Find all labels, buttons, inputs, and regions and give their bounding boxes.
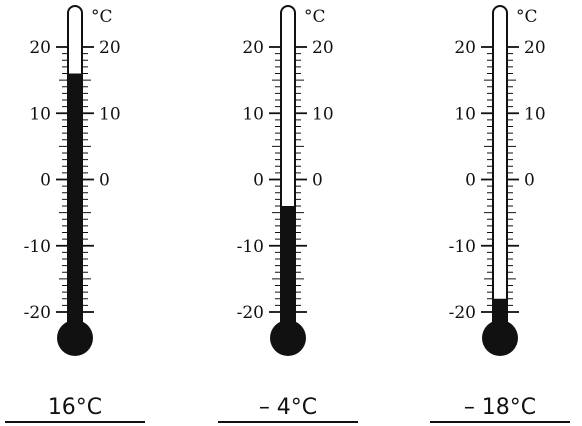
thermometer-1-caption: 16°C — [48, 395, 102, 420]
thermometer-1-right-label-20: 20 — [99, 38, 121, 58]
thermometer-1: °C 20 10 0 -10 -20 20 10 0 16°C — [5, 5, 145, 423]
thermometer-2-ticks — [269, 46, 307, 313]
thermometer-1-ticks — [56, 46, 94, 313]
thermometer-2-mercury-column — [282, 206, 294, 338]
thermometer-1-left-label-0: 0 — [40, 171, 51, 191]
thermometer-1-mercury-column — [69, 73, 81, 338]
thermometer-1-left-label-20: 20 — [29, 38, 51, 58]
thermometer-3-right-label-20: 20 — [524, 38, 546, 58]
thermometer-3: °C 20 10 0 -10 -20 20 10 0 – 18°C — [430, 5, 570, 423]
thermometer-3-ticks — [481, 46, 519, 313]
thermometer-2-left-label-10: 10 — [242, 104, 264, 124]
thermometer-2-bulb — [270, 320, 306, 356]
thermometer-2-left-label-0: 0 — [253, 171, 264, 191]
thermometer-1-right-label-0: 0 — [99, 171, 110, 191]
thermometer-1-unit-label: °C — [91, 7, 113, 27]
thermometer-3-unit-label: °C — [516, 7, 538, 27]
thermometer-2-unit-label: °C — [304, 7, 326, 27]
thermometer-3-left-label-20: 20 — [454, 38, 476, 58]
thermometer-2-right-label-0: 0 — [312, 171, 323, 191]
thermometer-1-left-label-10: 10 — [29, 104, 51, 124]
thermometer-3-left-label-minus-20: -20 — [449, 303, 476, 323]
thermometer-2: °C 20 10 0 -10 -20 20 10 0 – 4°C — [218, 5, 358, 423]
thermometer-3-left-label-0: 0 — [465, 171, 476, 191]
thermometer-3-left-label-10: 10 — [454, 104, 476, 124]
thermometer-3-left-label-minus-10: -10 — [449, 237, 476, 257]
thermometer-2-right-label-10: 10 — [312, 104, 334, 124]
thermometer-2-right-label-20: 20 — [312, 38, 334, 58]
thermometer-1-bulb — [57, 320, 93, 356]
thermometer-2-caption: – 4°C — [259, 395, 317, 420]
thermometer-1-left-label-minus-20: -20 — [24, 303, 51, 323]
thermometer-3-bulb — [482, 320, 518, 356]
thermometer-3-caption: – 18°C — [464, 395, 536, 420]
thermometer-1-right-label-10: 10 — [99, 104, 121, 124]
thermometer-1-left-label-minus-10: -10 — [24, 237, 51, 257]
thermometer-3-right-label-10: 10 — [524, 104, 546, 124]
thermometer-3-tube — [492, 5, 508, 339]
thermometer-2-left-label-minus-20: -20 — [237, 303, 264, 323]
thermometer-2-left-label-20: 20 — [242, 38, 264, 58]
thermometer-3-right-label-0: 0 — [524, 171, 535, 191]
thermometer-2-left-label-minus-10: -10 — [237, 237, 264, 257]
